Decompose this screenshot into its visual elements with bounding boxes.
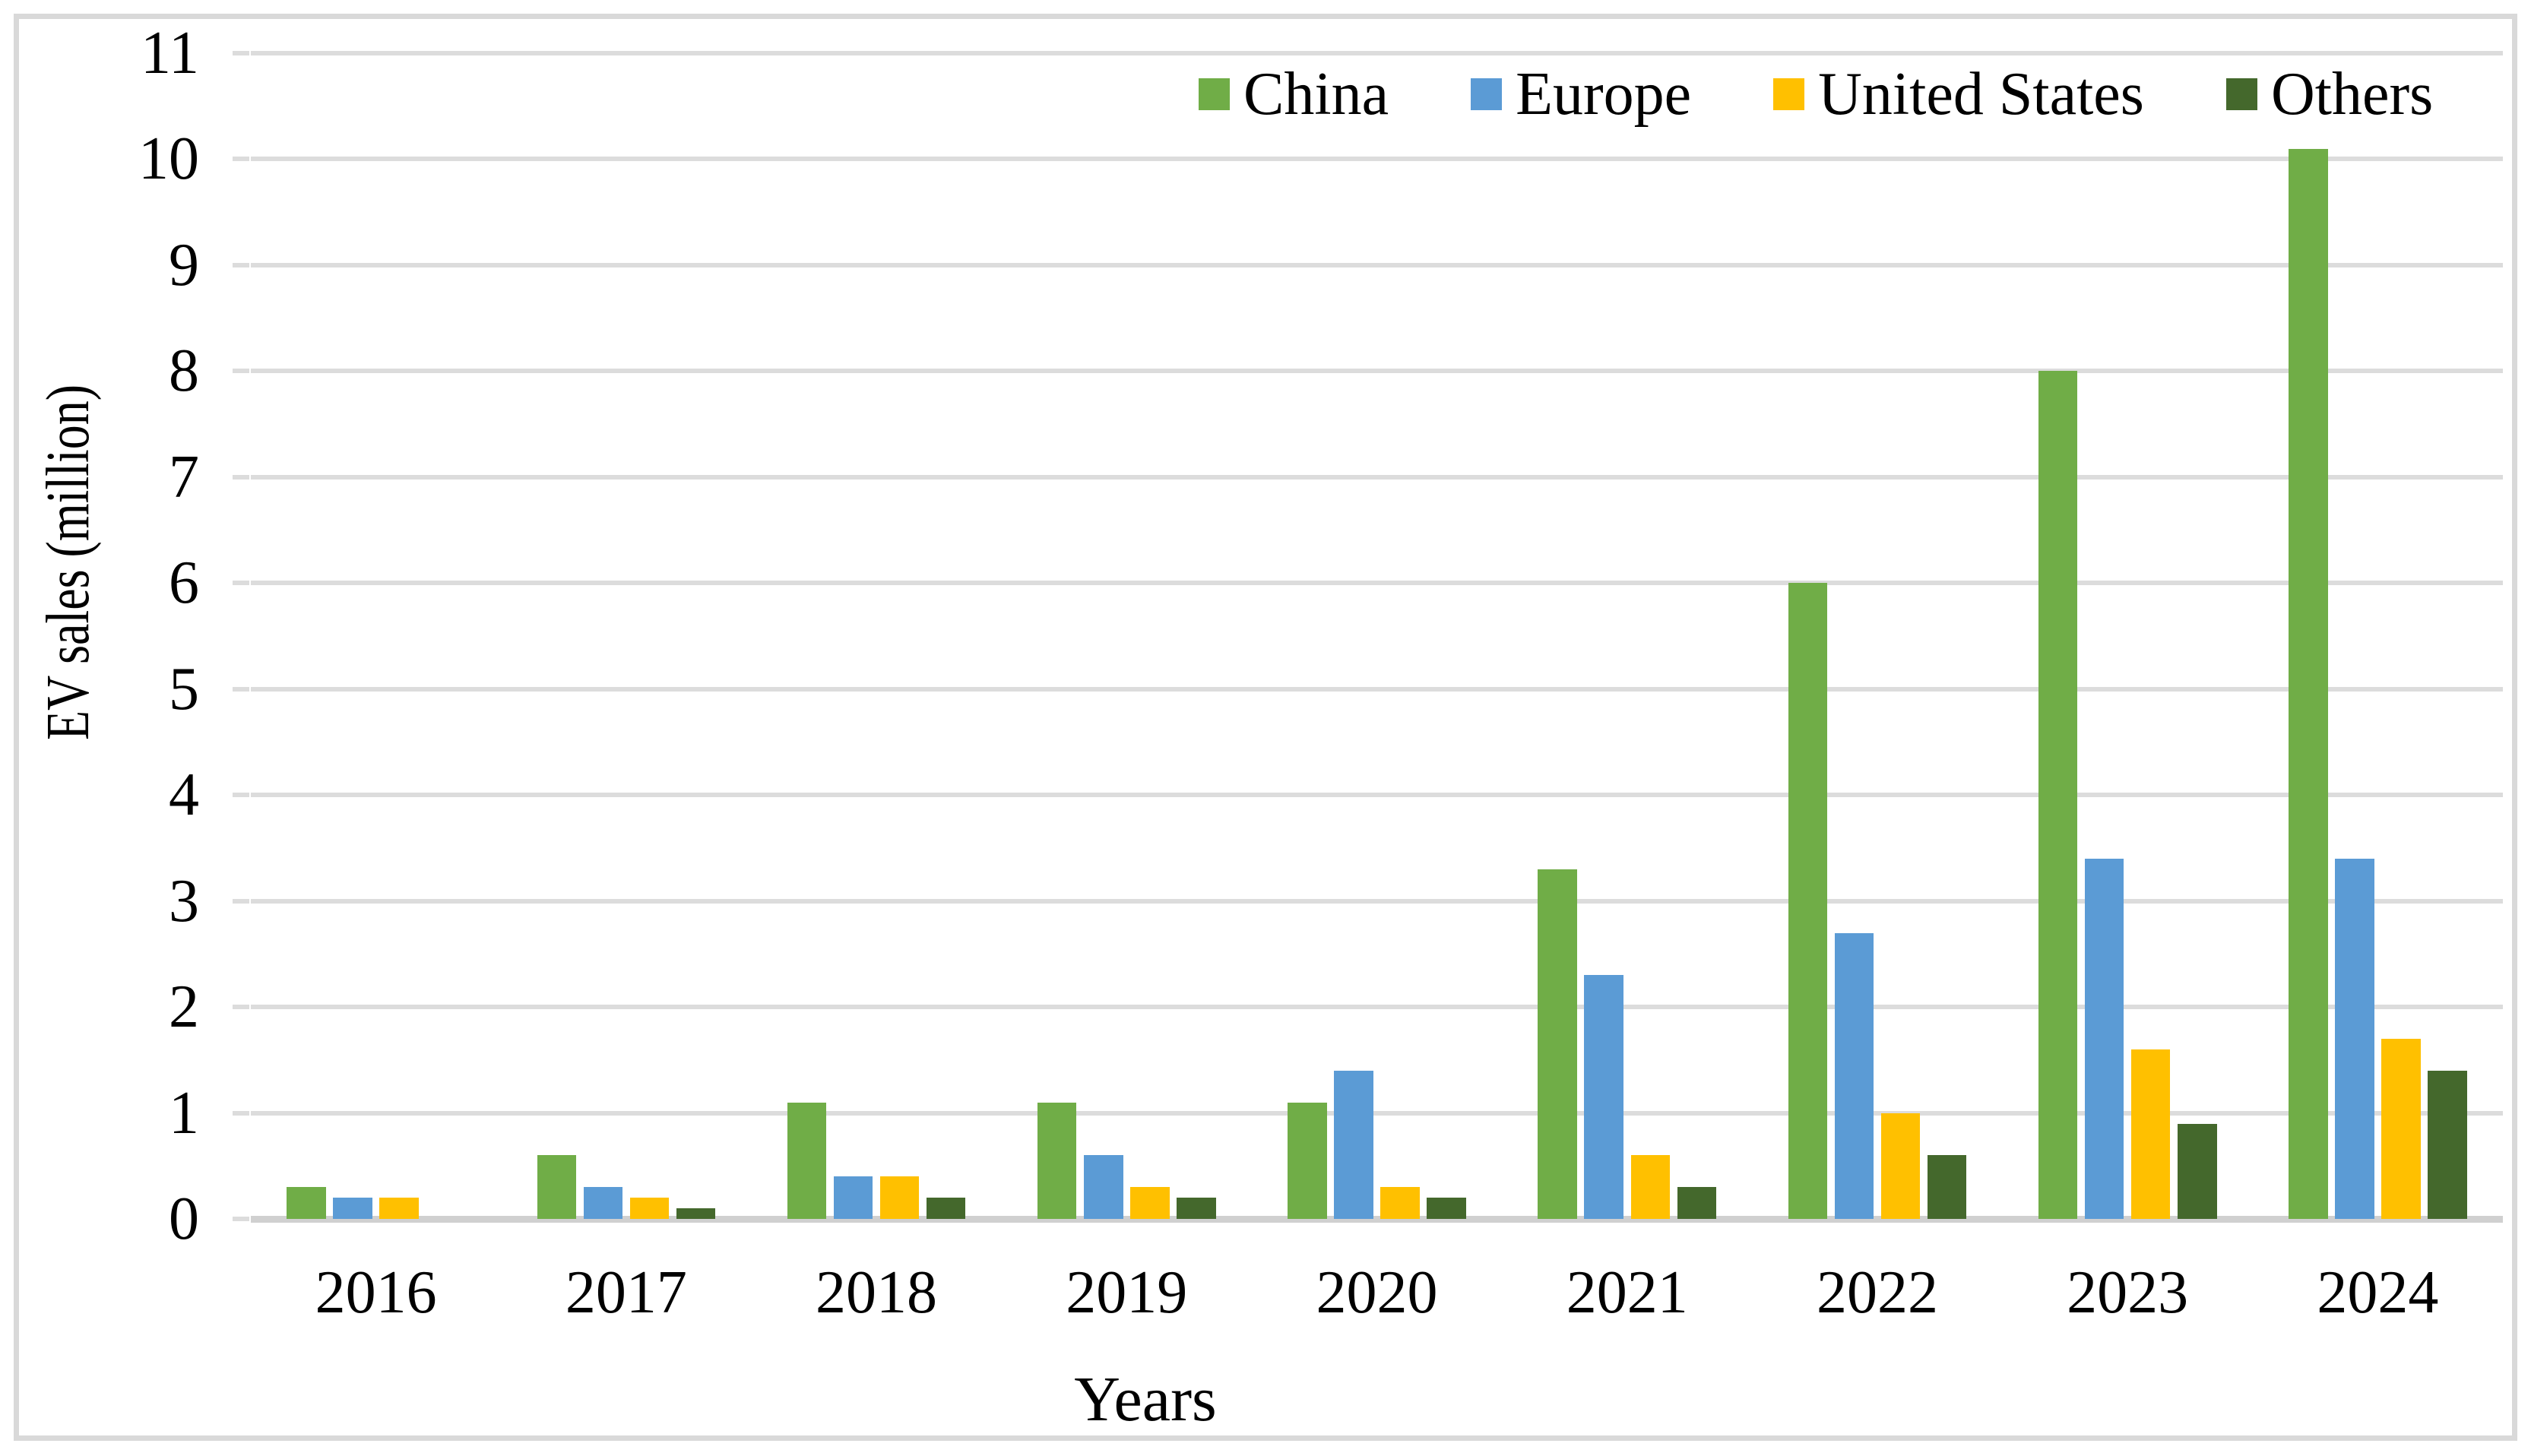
bar-china-2021 [1538, 869, 1577, 1219]
y-tick-label: 8 [169, 337, 199, 405]
bar-europe-2016 [333, 1198, 372, 1219]
bar-china-2019 [1037, 1102, 1077, 1219]
x-axis-title: Years [1074, 1364, 1217, 1435]
gridline [251, 581, 2503, 586]
bar-china-2024 [2289, 148, 2328, 1219]
y-tick-label: 1 [169, 1079, 199, 1147]
bar-china-2020 [1288, 1102, 1327, 1219]
bar-others-2021 [1677, 1187, 1717, 1219]
y-axis-tick-mark [233, 474, 249, 480]
gridline [251, 262, 2503, 267]
legend: China Europe United States Others [1199, 61, 2434, 128]
bar-china-2018 [787, 1102, 827, 1219]
gridline [251, 793, 2503, 798]
y-axis-tick-mark [233, 898, 249, 904]
bar-china-2017 [537, 1155, 576, 1219]
y-axis-tick-mark [233, 262, 249, 267]
bar-others-2018 [926, 1198, 966, 1219]
bar-europe-2023 [2084, 858, 2124, 1219]
bar-china-2022 [1788, 583, 1828, 1219]
legend-label: United States [1818, 61, 2144, 128]
y-tick-label: 2 [169, 973, 199, 1041]
x-category-label: 2021 [1566, 1259, 1688, 1326]
bar-china-2016 [287, 1187, 326, 1219]
x-axis-line [251, 1216, 2503, 1223]
y-axis-tick-mark [233, 1217, 249, 1221]
legend-item-united-states: United States [1773, 61, 2144, 128]
bar-europe-2018 [833, 1176, 873, 1219]
y-tick-label: 6 [169, 549, 199, 617]
legend-item-others: Others [2225, 61, 2434, 128]
y-tick-label: 7 [169, 443, 199, 511]
gridline [251, 1110, 2503, 1116]
y-axis-tick-mark [233, 51, 249, 55]
bar-united-states-2018 [879, 1176, 920, 1219]
bar-others-2023 [2178, 1123, 2217, 1219]
y-axis-title: EV sales (million) [35, 384, 102, 741]
y-tick-label: 5 [169, 655, 199, 723]
y-tick-label: 11 [140, 20, 199, 87]
bar-united-states-2021 [1630, 1155, 1670, 1219]
bar-europe-2021 [1584, 975, 1623, 1219]
bar-others-2017 [676, 1208, 716, 1219]
y-tick-label: 3 [169, 867, 199, 935]
bar-united-states-2023 [2130, 1049, 2171, 1219]
legend-swatch-icon [1199, 78, 1230, 110]
x-category-label: 2017 [565, 1259, 687, 1326]
y-tick-label: 9 [169, 231, 199, 299]
y-axis-tick-mark [233, 581, 249, 586]
legend-swatch-icon [2225, 78, 2257, 110]
y-axis-tick-mark [233, 686, 249, 692]
y-tick-label: 0 [169, 1185, 199, 1252]
bar-united-states-2019 [1130, 1187, 1170, 1219]
gridline [251, 157, 2503, 162]
x-category-label: 2018 [816, 1259, 938, 1326]
bar-united-states-2017 [629, 1198, 670, 1219]
bar-united-states-2022 [1880, 1113, 1921, 1219]
bar-europe-2017 [583, 1187, 622, 1219]
x-category-label: 2019 [1066, 1259, 1188, 1326]
bar-europe-2020 [1334, 1070, 1373, 1219]
legend-item-europe: Europe [1471, 61, 1692, 128]
y-axis-tick-mark [233, 1005, 249, 1010]
y-tick-label: 4 [169, 761, 199, 829]
legend-item-china: China [1199, 61, 1389, 128]
y-axis-tick-mark [233, 793, 249, 798]
y-axis-tick-mark [233, 157, 249, 162]
bar-united-states-2024 [2381, 1038, 2421, 1219]
legend-swatch-icon [1773, 78, 1805, 110]
y-axis-tick-mark [233, 1110, 249, 1116]
bar-europe-2024 [2335, 858, 2374, 1219]
x-category-label: 2022 [1816, 1259, 1938, 1326]
legend-swatch-icon [1471, 78, 1503, 110]
legend-label: Others [2270, 61, 2434, 128]
bar-others-2024 [2428, 1070, 2467, 1219]
gridline [251, 898, 2503, 904]
x-category-label: 2024 [2317, 1259, 2439, 1326]
bar-united-states-2016 [379, 1198, 419, 1219]
gridline [251, 1005, 2503, 1010]
bar-others-2022 [1927, 1155, 1967, 1219]
legend-label: China [1243, 61, 1389, 128]
x-category-label: 2023 [2067, 1259, 2189, 1326]
gridline [251, 686, 2503, 692]
gridline [251, 369, 2503, 374]
x-category-label: 2016 [315, 1259, 437, 1326]
y-axis-tick-mark [233, 369, 249, 374]
gridline [251, 474, 2503, 480]
legend-label: Europe [1516, 61, 1692, 128]
bar-united-states-2020 [1380, 1187, 1420, 1219]
x-category-label: 2020 [1316, 1259, 1438, 1326]
bar-others-2020 [1427, 1198, 1466, 1219]
bar-europe-2019 [1084, 1155, 1123, 1219]
gridline [251, 51, 2503, 55]
chart-border [14, 14, 2517, 1441]
y-tick-label: 10 [138, 125, 199, 193]
bar-china-2023 [2038, 371, 2078, 1219]
bar-others-2019 [1177, 1198, 1216, 1219]
bar-europe-2022 [1834, 932, 1874, 1219]
